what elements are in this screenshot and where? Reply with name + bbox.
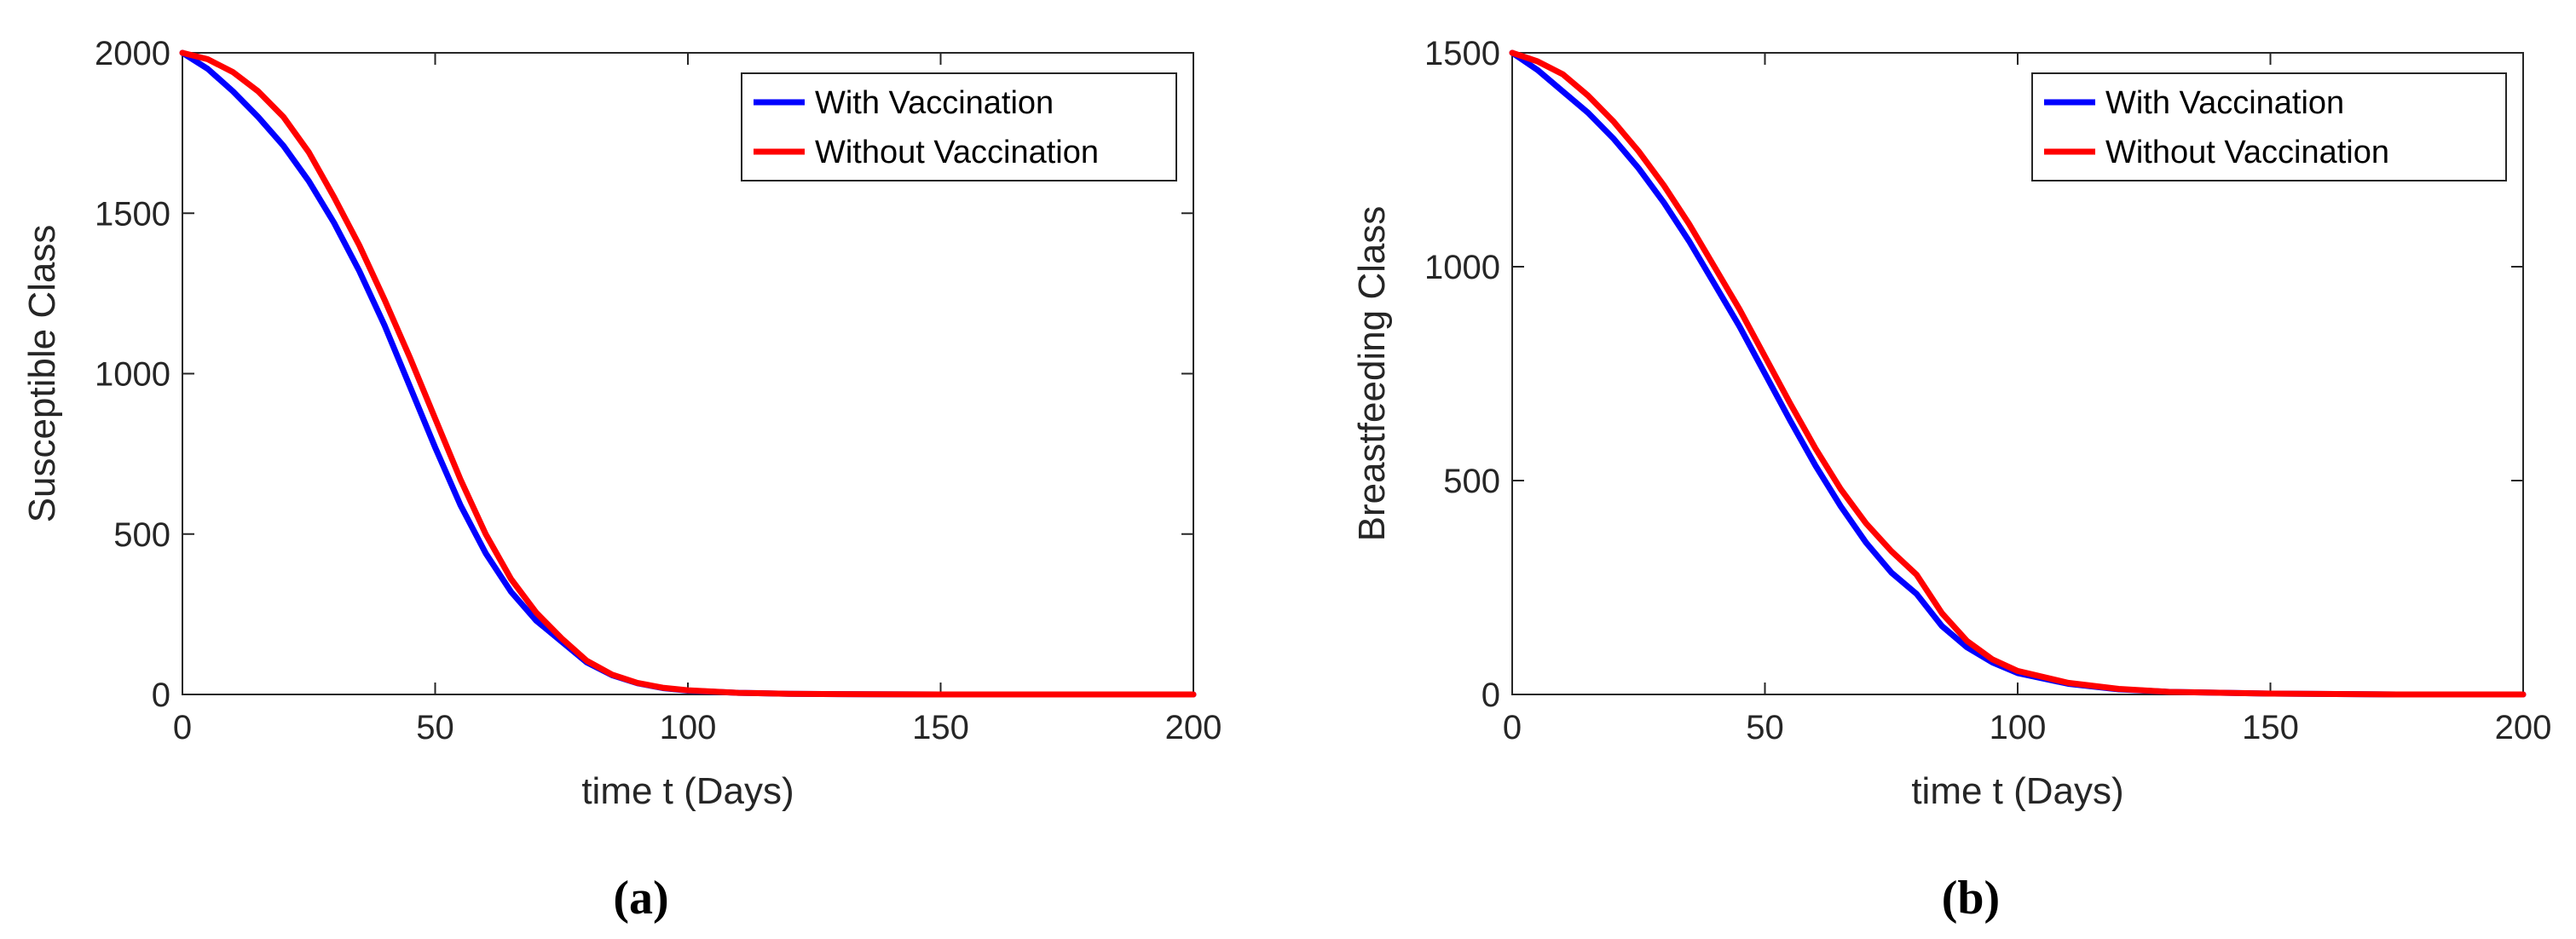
legend-box <box>2031 72 2507 181</box>
y-tick-label: 500 <box>113 516 170 554</box>
y-tick-label: 1500 <box>95 195 170 233</box>
y-tick-label: 2000 <box>95 35 170 72</box>
x-tick-label: 200 <box>2495 709 2552 746</box>
x-tick-label: 100 <box>660 709 717 746</box>
panel-caption: (b) <box>1942 872 2000 925</box>
series-line-without-vaccination <box>179 49 1197 698</box>
x-tick-label: 150 <box>912 709 969 746</box>
series-line-without-vaccination <box>1509 49 2527 698</box>
y-tick-label: 1500 <box>1424 35 1500 72</box>
x-tick-label: 0 <box>173 709 192 746</box>
legend: With Vaccination Without Vaccination <box>2031 72 2507 181</box>
x-tick-label: 0 <box>1503 709 1522 746</box>
panel-caption: (a) <box>613 872 668 925</box>
y-tick-label: 0 <box>1481 677 1500 714</box>
x-tick-label: 50 <box>416 709 454 746</box>
y-tick-label: 500 <box>1443 463 1500 500</box>
legend-label-with-vaccination: With Vaccination <box>815 85 1054 121</box>
x-tick-label: 100 <box>1990 709 2047 746</box>
y-tick-label: 1000 <box>95 356 170 394</box>
legend-label-with-vaccination: With Vaccination <box>2105 85 2344 121</box>
x-axis-label: time t (Days) <box>1911 770 2123 812</box>
y-axis-label: Breastfeeding Class <box>1351 206 1393 542</box>
y-tick-label: 0 <box>152 677 170 714</box>
y-tick-label: 1000 <box>1424 249 1500 286</box>
chart-panel-b: 0 50 100 150 200 0 500 1000 1500 time t (Days) Bre… <box>1351 35 2551 925</box>
x-tick-label: 50 <box>1746 709 1784 746</box>
legend-box <box>741 72 1177 181</box>
legend: With Vaccination Without Vaccination <box>741 72 1177 181</box>
x-tick-label: 150 <box>2242 709 2299 746</box>
x-tick-label: 200 <box>1165 709 1222 746</box>
y-axis-label: Susceptible Class <box>21 225 63 523</box>
x-axis-label: time t (Days) <box>581 770 794 812</box>
legend-label-without-vaccination: Without Vaccination <box>815 135 1099 170</box>
legend-label-without-vaccination: Without Vaccination <box>2105 135 2389 170</box>
